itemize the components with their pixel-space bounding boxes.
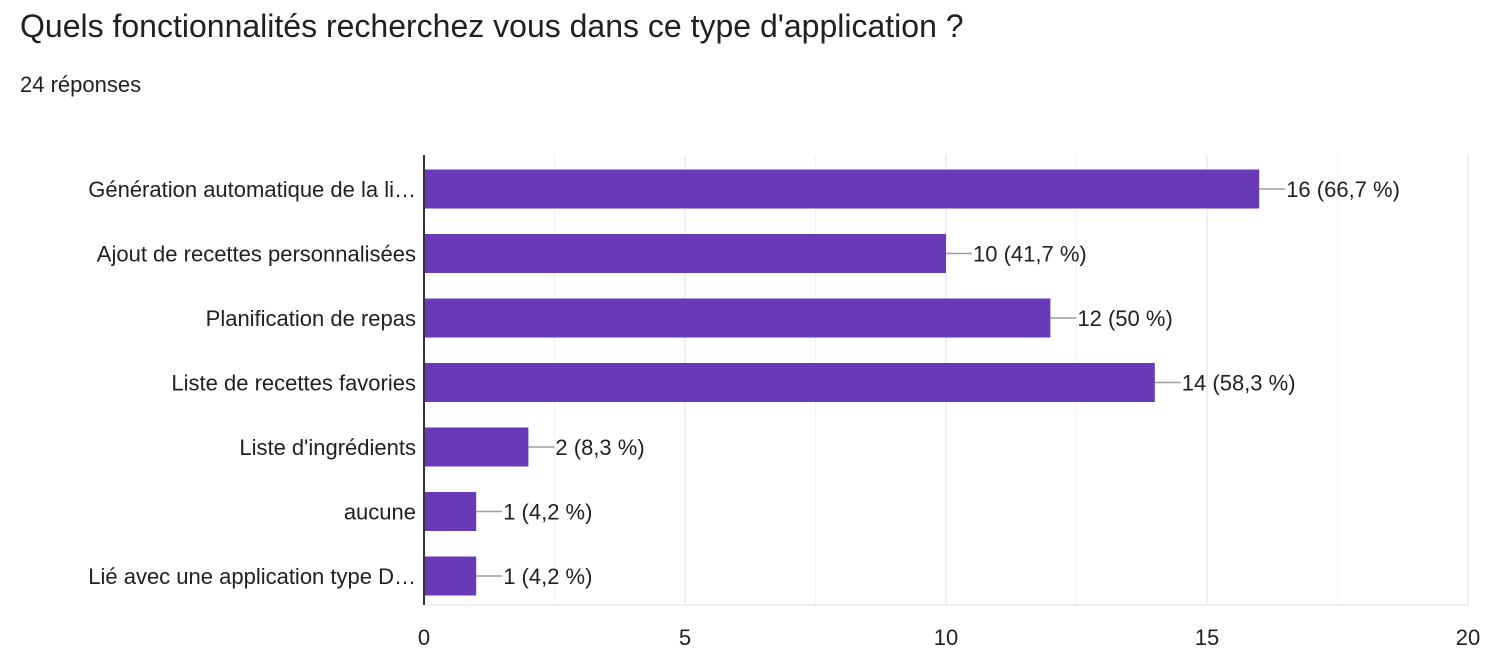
bar xyxy=(424,363,1155,402)
question-title: Quels fonctionnalités recherchez vous da… xyxy=(20,8,964,44)
data-label: 12 (50 %) xyxy=(1077,306,1172,331)
category-label: Génération automatique de la li… xyxy=(88,177,416,202)
category-label: aucune xyxy=(344,500,416,525)
x-tick-label: 0 xyxy=(418,625,430,650)
data-label: 1 (4,2 %) xyxy=(503,500,592,525)
bar xyxy=(424,169,1260,209)
data-label: 16 (66,7 %) xyxy=(1286,177,1400,202)
grid-layer xyxy=(424,155,1469,606)
category-label: Ajout de recettes personnalisées xyxy=(97,242,416,267)
bar-layer xyxy=(424,169,1260,596)
response-count: 24 réponses xyxy=(20,72,142,97)
category-label: Planification de repas xyxy=(206,306,416,331)
bar xyxy=(424,298,1051,338)
bar xyxy=(424,234,946,273)
label-layer: 0 5 10 15 20 Génération automatique de la li…… xyxy=(88,177,1480,650)
x-tick-label: 20 xyxy=(1456,625,1480,650)
data-label: 1 (4,2 %) xyxy=(503,564,592,589)
category-label: Liste d'ingrédients xyxy=(239,435,416,460)
x-tick-label: 10 xyxy=(934,625,958,650)
data-label: 2 (8,3 %) xyxy=(555,435,644,460)
bar xyxy=(424,556,477,596)
bar xyxy=(424,427,529,467)
category-label: Liste de recettes favories xyxy=(171,371,416,396)
data-label: 14 (58,3 %) xyxy=(1182,371,1296,396)
category-label: Lié avec une application type D… xyxy=(88,564,416,589)
x-tick-label: 5 xyxy=(679,625,691,650)
data-label: 10 (41,7 %) xyxy=(973,242,1087,267)
x-tick-label: 15 xyxy=(1195,625,1219,650)
bar xyxy=(424,492,477,531)
